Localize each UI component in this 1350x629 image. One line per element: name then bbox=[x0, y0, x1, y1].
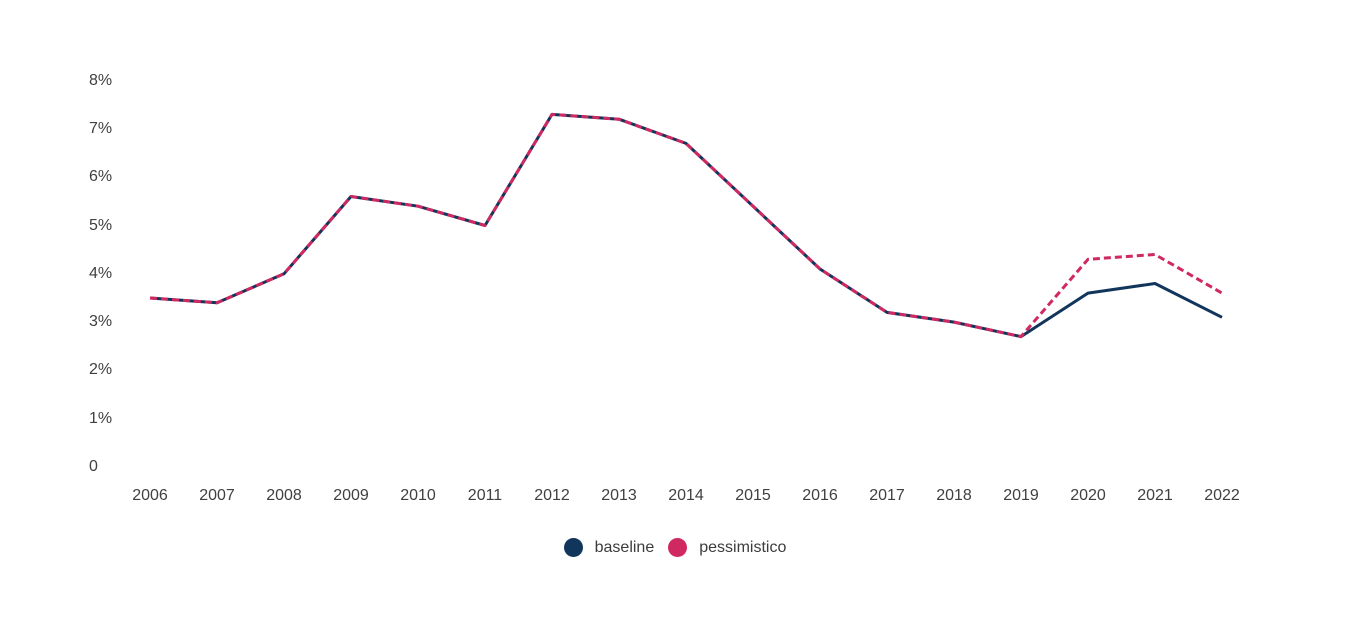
y-axis-tick-label: 6% bbox=[89, 168, 113, 186]
x-axis-tick-label: 2008 bbox=[266, 487, 302, 504]
x-axis-tick-label: 2021 bbox=[1137, 487, 1173, 504]
x-axis-tick-label: 2006 bbox=[132, 487, 168, 504]
x-axis-tick-label: 2019 bbox=[1003, 487, 1039, 504]
x-axis-tick-label: 2012 bbox=[534, 487, 570, 504]
x-axis-tick-label: 2015 bbox=[735, 487, 771, 504]
y-axis-tick-label: 2% bbox=[89, 361, 113, 379]
baseline-line[interactable] bbox=[149, 112, 1223, 339]
legend-item-baseline: baseline bbox=[563, 538, 655, 557]
x-axis-tick-label: 2009 bbox=[333, 487, 369, 504]
x-axis-tick-label: 2011 bbox=[467, 487, 503, 504]
y-axis-tick-label: 8% bbox=[89, 71, 113, 89]
y-axis-tick-label: 0 bbox=[89, 458, 98, 475]
legend-item-pessimistico: pessimistico bbox=[668, 538, 786, 557]
y-axis-tick-label: 5% bbox=[89, 216, 113, 234]
y-axis-tick-label: 7% bbox=[89, 119, 113, 137]
x-axis-tick-label: 2020 bbox=[1070, 487, 1106, 504]
y-axis-tick-label: 3% bbox=[89, 313, 113, 331]
x-axis-tick-label: 2016 bbox=[802, 487, 838, 504]
x-axis-tick-label: 2013 bbox=[601, 487, 637, 504]
x-axis-tick-label: 2022 bbox=[1204, 487, 1240, 504]
y-axis-tick-label: 4% bbox=[89, 264, 113, 282]
legend-label-baseline: baseline bbox=[594, 538, 655, 556]
x-axis-tick-label: 2010 bbox=[400, 487, 436, 504]
baseline-series-dot-icon bbox=[563, 538, 583, 557]
x-axis-tick-label: 2014 bbox=[668, 487, 704, 504]
legend-label-pessimistico: pessimistico bbox=[699, 538, 787, 556]
x-axis-tick-label: 2017 bbox=[869, 487, 905, 504]
pessimistico-line[interactable] bbox=[149, 112, 1223, 339]
x-axis-tick-label: 2007 bbox=[199, 487, 235, 504]
y-axis-tick-label: 1% bbox=[89, 409, 113, 427]
x-axis-tick-label: 2018 bbox=[936, 487, 972, 504]
legend: baseline pessimistico bbox=[0, 538, 1350, 557]
pessimistico-series-dot-icon bbox=[668, 538, 688, 557]
